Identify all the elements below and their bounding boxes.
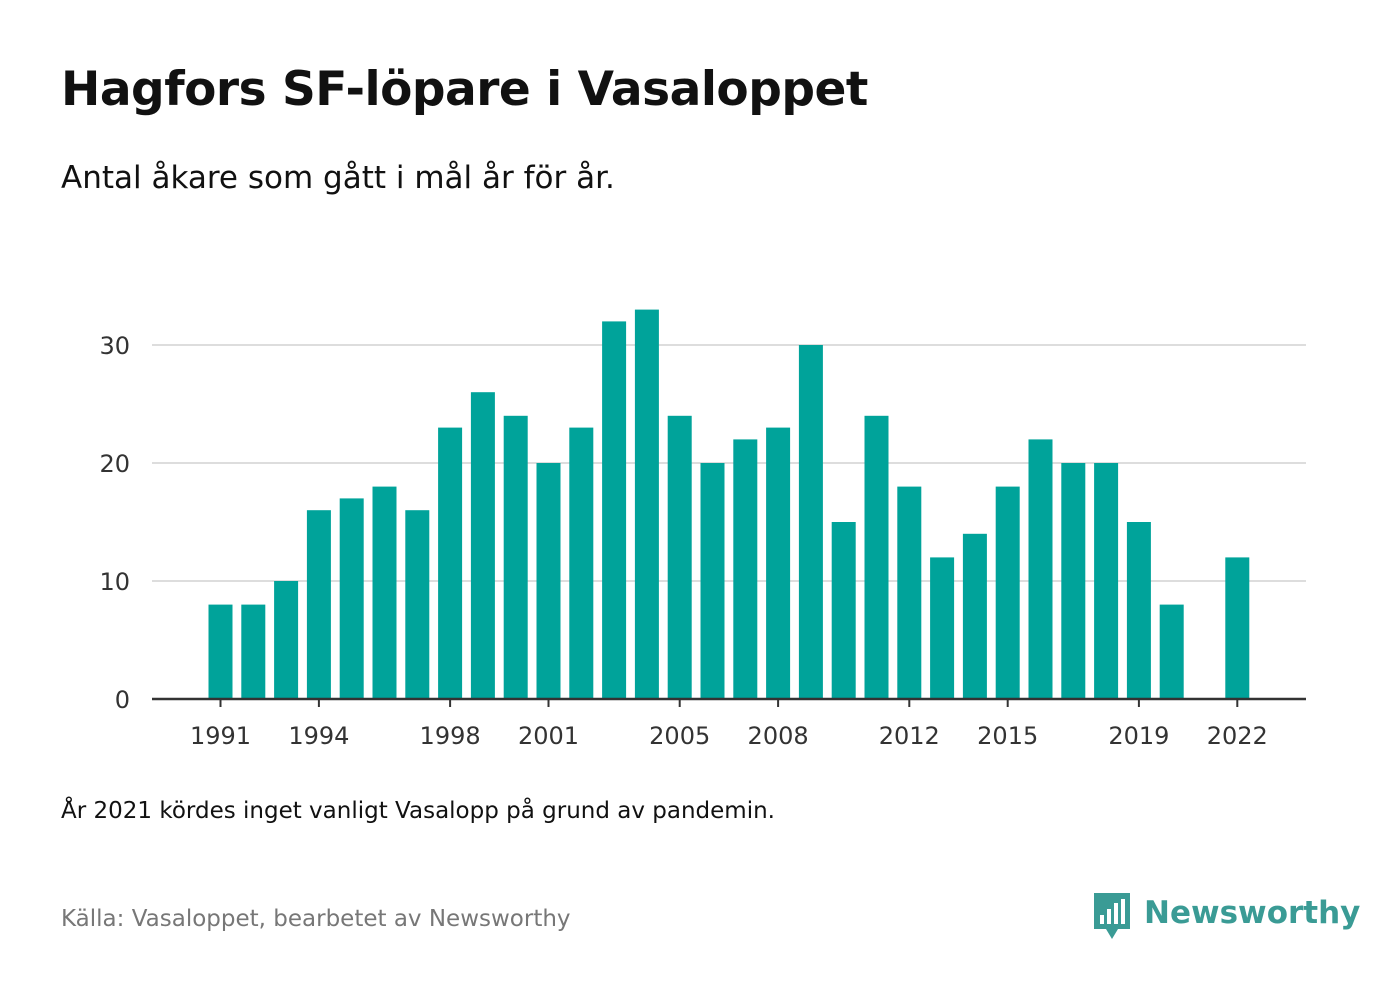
bar-2019 — [1126, 522, 1151, 699]
x-tick-label: 2022 — [1207, 722, 1268, 750]
bar-2003 — [602, 321, 627, 699]
x-tick-label: 2008 — [748, 722, 809, 750]
bar-2016 — [1028, 439, 1053, 699]
x-tick-label: 2005 — [649, 722, 710, 750]
bar-2017 — [1061, 463, 1086, 699]
bar-1999 — [470, 392, 495, 699]
newsworthy-logo-icon — [1094, 893, 1130, 939]
bar-2009 — [798, 345, 823, 699]
bar-1992 — [241, 604, 266, 699]
bar-2002 — [569, 427, 594, 699]
bar-1991 — [208, 604, 233, 699]
y-tick-label: 20 — [99, 450, 130, 478]
x-tick-label: 2001 — [518, 722, 579, 750]
bar-2012 — [897, 486, 922, 699]
bar-2006 — [700, 463, 725, 699]
bar-2015 — [995, 486, 1020, 699]
bar-2001 — [536, 463, 561, 699]
bar-2007 — [733, 439, 758, 699]
bar-1995 — [339, 498, 364, 699]
bar-2005 — [667, 415, 692, 699]
newsworthy-logo: Newsworthy — [1092, 890, 1360, 942]
x-tick-label: 2019 — [1108, 722, 1169, 750]
bar-2010 — [831, 522, 856, 699]
y-tick-label: 10 — [99, 568, 130, 596]
bar-2013 — [930, 557, 955, 699]
bar-1998 — [438, 427, 463, 699]
bar-2022 — [1225, 557, 1250, 699]
bar-2011 — [864, 415, 889, 699]
bar-2020 — [1159, 604, 1184, 699]
x-tick-label: 1998 — [420, 722, 481, 750]
bar-2000 — [503, 415, 528, 699]
y-tick-label: 30 — [99, 332, 130, 360]
bar-1993 — [274, 581, 299, 699]
bar-1996 — [372, 486, 397, 699]
bars — [208, 309, 1250, 699]
x-tick-label: 2012 — [879, 722, 940, 750]
axes: 0 10 20 30 1991 1994 1998 2001 2005 2008 2012 2015 2… — [99, 332, 1306, 750]
brand-name: Newsworthy — [1144, 895, 1361, 931]
x-tick-label: 1991 — [190, 722, 251, 750]
bar-2008 — [766, 427, 791, 699]
y-tick-label: 0 — [115, 686, 130, 714]
x-tick-label: 2015 — [977, 722, 1038, 750]
x-tick-label: 1994 — [288, 722, 349, 750]
bar-1997 — [405, 510, 430, 699]
source-credit: Källa: Vasaloppet, bearbetet av Newswort… — [61, 906, 571, 932]
chart-subtitle: Antal åkare som gått i mål år för år. — [61, 160, 615, 196]
bar-2014 — [962, 533, 987, 699]
chart-title: Hagfors SF-löpare i Vasaloppet — [61, 62, 868, 117]
bar-2018 — [1094, 463, 1119, 699]
bar-1994 — [306, 510, 331, 699]
bar-2004 — [634, 309, 659, 699]
footnote: År 2021 kördes inget vanligt Vasalopp på… — [61, 798, 775, 824]
